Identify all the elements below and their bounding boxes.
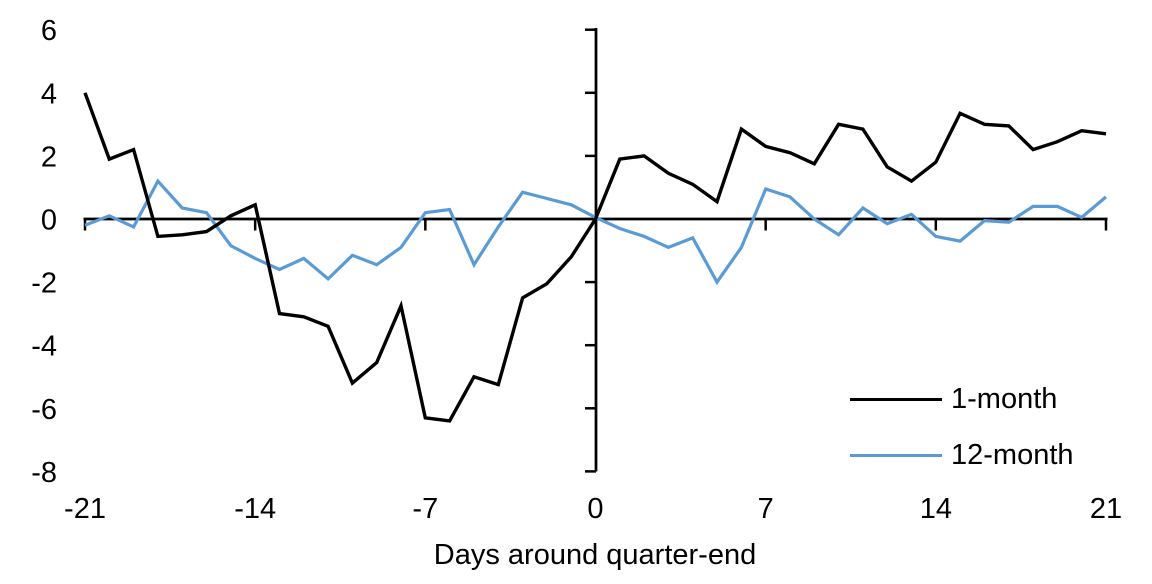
legend-item-12-month: 12-month [850, 440, 1074, 471]
x-tick-label: -14 [234, 493, 276, 525]
x-tick-label: -7 [412, 493, 438, 525]
y-tick-label: -6 [31, 394, 57, 426]
y-tick-label: 0 [41, 205, 57, 237]
x-axis-title: Days around quarter-end [433, 539, 757, 571]
y-tick-label: -4 [31, 331, 57, 363]
legend-label-1-month: 1-month [951, 383, 1058, 415]
y-tick-label: -2 [31, 268, 57, 300]
y-tick-label: -8 [31, 457, 57, 489]
legend: 1-month 12-month [850, 384, 1074, 496]
x-tick-label: 21 [1090, 493, 1122, 525]
y-tick-label: 2 [41, 141, 57, 173]
x-tick-label: -21 [64, 493, 106, 525]
series-1-month-line [83, 92, 1107, 423]
x-tick-label: 7 [758, 493, 774, 525]
legend-item-1-month: 1-month [850, 384, 1074, 415]
x-tick-label: 0 [587, 493, 603, 525]
x-tick-label: 14 [920, 493, 952, 525]
y-tick-label: 4 [41, 78, 57, 110]
legend-label-12-month: 12-month [951, 439, 1074, 471]
1-month-line-swatch [850, 397, 942, 402]
y-tick-label: 6 [41, 15, 57, 47]
12-month-line-swatch [850, 453, 942, 458]
